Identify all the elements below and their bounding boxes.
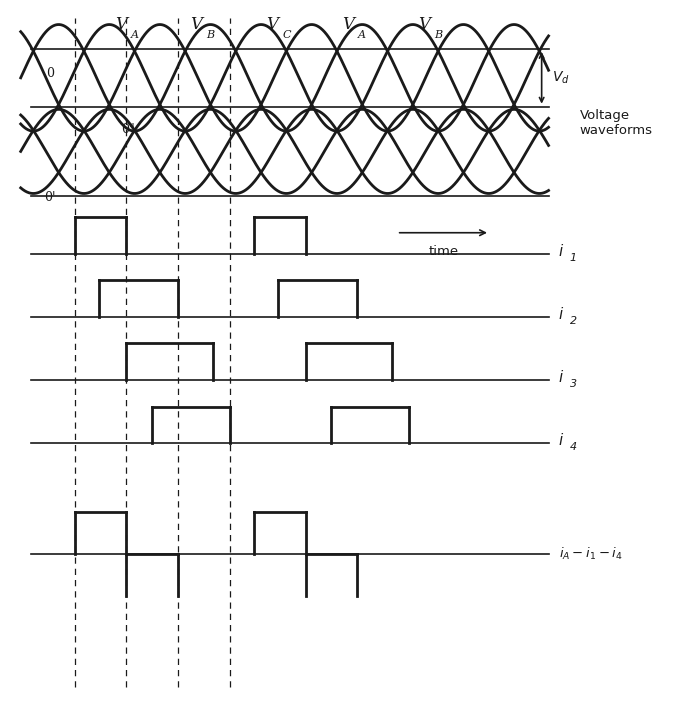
- Text: V: V: [342, 16, 355, 33]
- Text: 0: 0: [46, 67, 54, 80]
- Text: V: V: [418, 16, 431, 33]
- Text: 3: 3: [570, 379, 577, 389]
- Text: Voltage
waveforms: Voltage waveforms: [580, 109, 653, 137]
- Text: time: time: [428, 245, 459, 259]
- Text: V: V: [190, 16, 203, 33]
- Text: B: B: [434, 30, 442, 40]
- Text: 4: 4: [570, 442, 577, 452]
- Text: $i_A - i_1 - i_4$: $i_A - i_1 - i_4$: [559, 546, 623, 562]
- Text: $i$: $i$: [558, 243, 564, 259]
- Text: A: A: [358, 30, 366, 40]
- Text: B: B: [206, 30, 215, 40]
- Text: C: C: [282, 30, 290, 40]
- Text: $i$: $i$: [558, 369, 564, 385]
- Text: 0': 0': [44, 191, 55, 204]
- Text: A: A: [130, 30, 139, 40]
- Text: 1: 1: [570, 253, 577, 263]
- Text: $i$: $i$: [558, 306, 564, 322]
- Text: V: V: [115, 16, 127, 33]
- Text: 2: 2: [570, 316, 577, 326]
- Text: V: V: [266, 16, 279, 33]
- Text: $i$: $i$: [558, 433, 564, 448]
- Text: $V_d$: $V_d$: [552, 69, 570, 86]
- Text: 0": 0": [121, 123, 135, 136]
